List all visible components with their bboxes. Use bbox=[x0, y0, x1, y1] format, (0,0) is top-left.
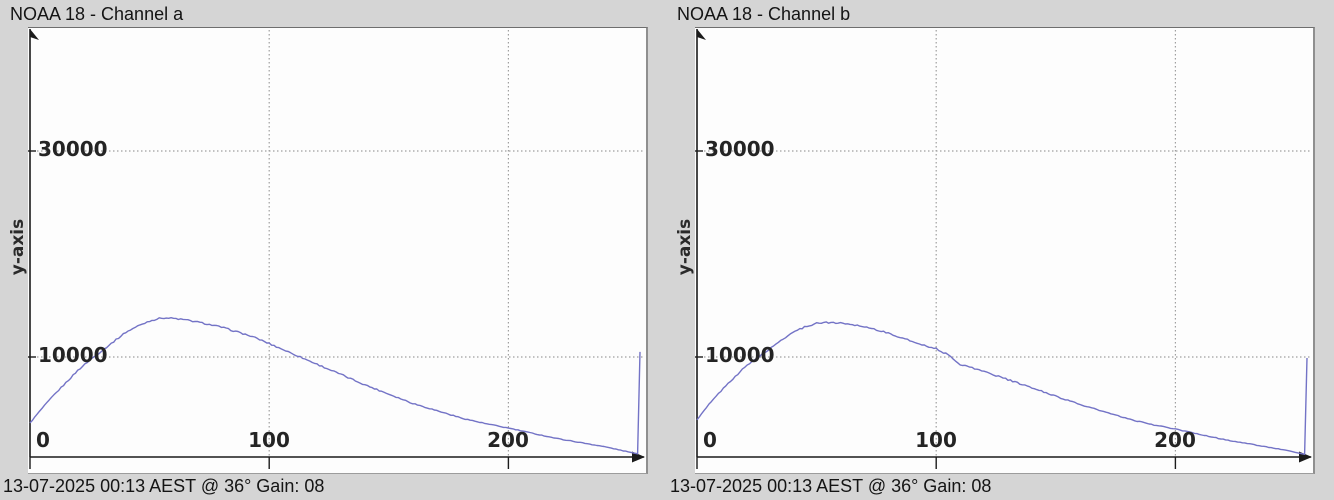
x-tick-label-200: 200 bbox=[487, 428, 529, 452]
histogram-plot bbox=[695, 29, 1312, 469]
chart-panel-b: NOAA 18 - Channel b y-axis 30000 10000 0… bbox=[667, 0, 1334, 500]
y-axis-title-text: y-axis bbox=[8, 218, 28, 276]
x-tick-label-0: 0 bbox=[703, 428, 717, 452]
plot-area: 30000 10000 0 100 200 bbox=[695, 27, 1315, 474]
histogram-plot bbox=[28, 29, 645, 469]
y-tick-label-10000: 10000 bbox=[705, 343, 775, 367]
x-tick-label-100: 100 bbox=[915, 428, 957, 452]
timestamp-caption: 13-07-2025 00:13 AEST @ 36° Gain: 08 bbox=[670, 476, 992, 496]
plot-area: 30000 10000 0 100 200 bbox=[28, 27, 648, 474]
chart-title: NOAA 18 - Channel a bbox=[10, 4, 184, 24]
x-tick-label-200: 200 bbox=[1154, 428, 1196, 452]
y-axis-title-text: y-axis bbox=[675, 218, 695, 276]
timestamp-caption: 13-07-2025 00:13 AEST @ 36° Gain: 08 bbox=[3, 476, 325, 496]
y-tick-label-30000: 30000 bbox=[705, 137, 775, 161]
x-tick-label-100: 100 bbox=[248, 428, 290, 452]
chart-panel-a: NOAA 18 - Channel a y-axis 30000 10000 0… bbox=[3, 4, 648, 496]
y-tick-label-10000: 10000 bbox=[38, 343, 108, 367]
chart-title: NOAA 18 - Channel b bbox=[677, 4, 851, 24]
y-tick-label-30000: 30000 bbox=[38, 137, 108, 161]
x-tick-label-0: 0 bbox=[36, 428, 50, 452]
